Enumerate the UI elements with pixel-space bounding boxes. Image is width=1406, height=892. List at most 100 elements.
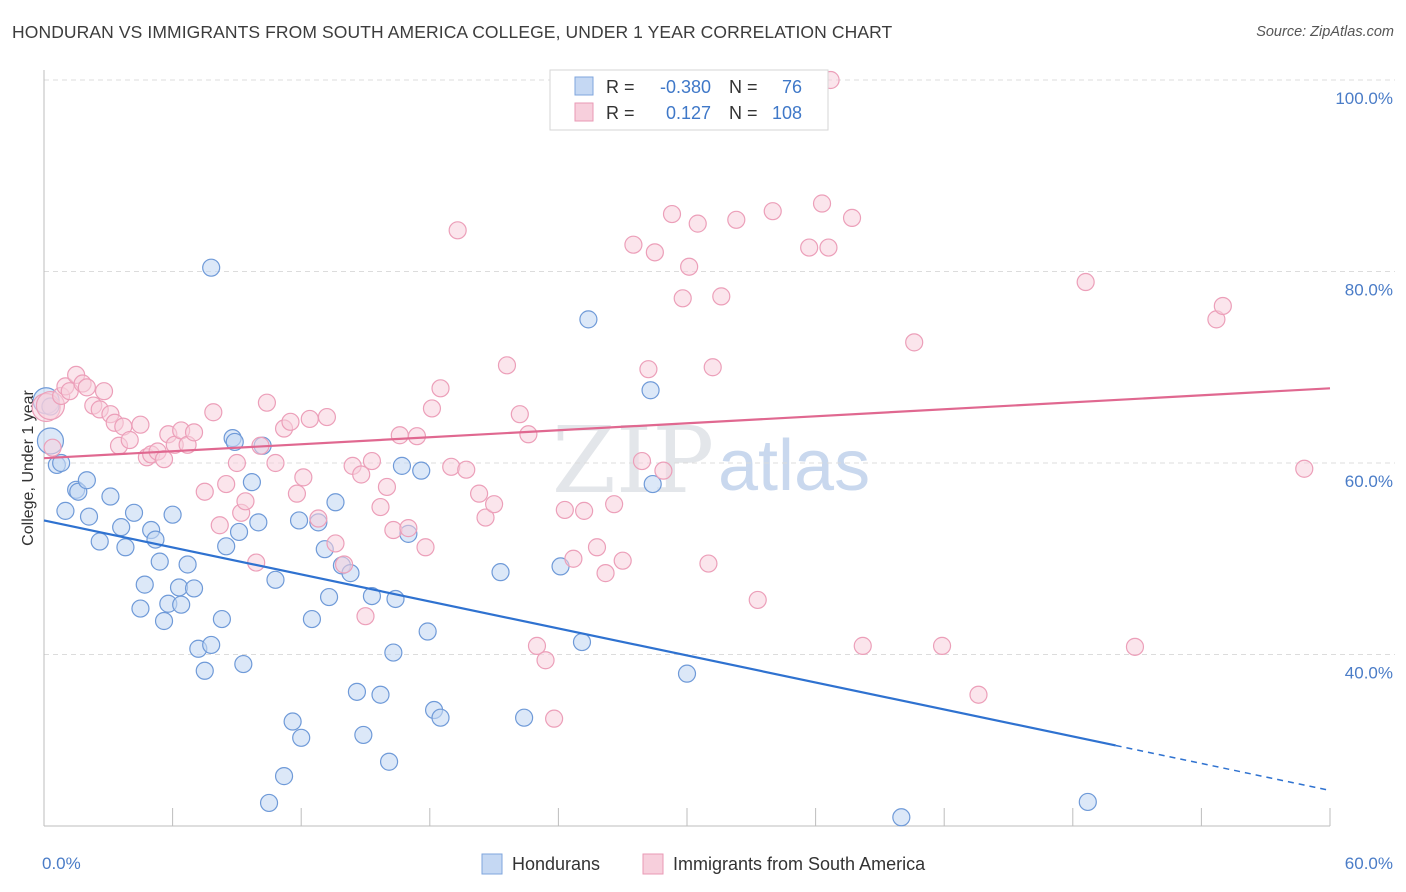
hondurans-point-73 bbox=[1078, 792, 1097, 812]
immigrants-point-95 bbox=[812, 194, 832, 213]
immigrants-point-93 bbox=[763, 202, 782, 221]
hondurans-point-51 bbox=[354, 725, 373, 745]
x-tick-labels: 0.0% 60.0% bbox=[42, 854, 1393, 873]
immigrants-point-46 bbox=[334, 555, 354, 574]
immigrants-point-77 bbox=[605, 495, 624, 514]
immigrants-point-45 bbox=[326, 534, 345, 553]
immigrants-point-60 bbox=[442, 457, 461, 476]
immigrants-point-21 bbox=[154, 450, 174, 469]
immigrants-point-39 bbox=[281, 412, 300, 431]
hondurans-point-10 bbox=[101, 487, 120, 506]
hondurans-point-21 bbox=[163, 505, 182, 524]
legend-n-value-2: 108 bbox=[772, 103, 802, 123]
immigrants-point-36 bbox=[257, 393, 277, 412]
immigrants-point-61 bbox=[448, 221, 467, 240]
immigrants-point-37 bbox=[266, 453, 285, 473]
hondurans-point-64 bbox=[491, 563, 510, 582]
hondurans-point-47 bbox=[326, 493, 345, 512]
legend-n-label-2: N = bbox=[729, 103, 758, 123]
hondurans-point-38 bbox=[266, 570, 285, 589]
immigrants-point-48 bbox=[352, 465, 371, 484]
immigrants-point-52 bbox=[377, 477, 397, 497]
immigrants-point-106 bbox=[1295, 459, 1314, 478]
immigrants-point-70 bbox=[536, 651, 555, 670]
bottom-legend-label-hondurans: Hondurans bbox=[512, 854, 600, 874]
chart-title: HONDURAN VS IMMIGRANTS FROM SOUTH AMERIC… bbox=[12, 22, 893, 42]
immigrants-point-92 bbox=[748, 590, 767, 610]
series-immigrants-points bbox=[31, 70, 1314, 728]
immigrants-point-86 bbox=[680, 257, 699, 276]
immigrants-point-85 bbox=[673, 289, 692, 308]
immigrants-point-94 bbox=[800, 238, 819, 257]
immigrants-point-83 bbox=[654, 461, 673, 480]
hondurans-point-59 bbox=[412, 461, 431, 480]
hondurans-point-33 bbox=[234, 654, 253, 674]
immigrants-point-75 bbox=[587, 538, 607, 557]
y-tick-label-0: 40.0% bbox=[1345, 664, 1393, 683]
bottom-legend-swatch-hondurans bbox=[481, 853, 503, 875]
hondurans-point-13 bbox=[124, 503, 144, 522]
hondurans-point-62 bbox=[431, 708, 450, 727]
hondurans-point-27 bbox=[195, 661, 214, 680]
y-axis-title: College, Under 1 year bbox=[20, 390, 37, 546]
immigrants-point-84 bbox=[662, 204, 682, 224]
hondurans-point-74 bbox=[225, 432, 244, 452]
hondurans-point-29 bbox=[212, 609, 231, 629]
hondurans-point-42 bbox=[292, 728, 311, 747]
immigrants-point-105 bbox=[1213, 296, 1232, 316]
y-tick-label-1: 60.0% bbox=[1345, 472, 1393, 491]
bottom-legend: Hondurans Immigrants from South America bbox=[481, 853, 926, 875]
hondurans-point-40 bbox=[283, 712, 302, 731]
immigrants-point-28 bbox=[204, 403, 223, 422]
immigrants-point-17 bbox=[131, 415, 150, 434]
immigrants-point-49 bbox=[356, 607, 375, 626]
immigrants-point-99 bbox=[905, 333, 924, 352]
immigrants-point-89 bbox=[703, 358, 722, 377]
immigrants-point-56 bbox=[407, 427, 427, 446]
immigrants-point-59 bbox=[431, 379, 450, 398]
immigrants-point-101 bbox=[969, 685, 988, 704]
legend-r-value-2: 0.127 bbox=[666, 103, 711, 123]
watermark: ZIP atlas bbox=[552, 407, 870, 514]
hondurans-point-60 bbox=[418, 622, 437, 641]
immigrants-point-76 bbox=[596, 564, 615, 583]
immigrants-point-78 bbox=[613, 551, 632, 570]
hondurans-point-54 bbox=[379, 752, 399, 771]
immigrants-point-80 bbox=[632, 451, 652, 471]
immigrants-point-57 bbox=[416, 538, 435, 557]
top-legend-box bbox=[549, 69, 829, 131]
hondurans-point-53 bbox=[371, 685, 390, 704]
immigrants-point-79 bbox=[624, 235, 643, 254]
legend-r-value-1: -0.380 bbox=[660, 77, 711, 97]
hondurans-point-23 bbox=[172, 595, 191, 614]
hondurans-point-52 bbox=[362, 586, 382, 606]
immigrants-point-58 bbox=[422, 399, 442, 418]
immigrants-point-102 bbox=[1076, 272, 1095, 292]
hondurans-trend-line bbox=[43, 519, 1116, 747]
immigrants-point-103 bbox=[1125, 637, 1145, 656]
immigrants-point-71 bbox=[545, 709, 564, 728]
source-label: Source: ZipAtlas.com bbox=[1256, 24, 1394, 40]
watermark-atlas: atlas bbox=[718, 426, 870, 506]
immigrants-point-42 bbox=[300, 409, 319, 429]
y-tick-label-3: 100.0% bbox=[1335, 89, 1393, 108]
hondurans-point-65 bbox=[515, 708, 534, 727]
x-tick-label-0: 0.0% bbox=[42, 854, 81, 873]
hondurans-point-3 bbox=[52, 453, 71, 473]
immigrants-point-29 bbox=[210, 516, 229, 535]
legend-swatch-hondurans bbox=[574, 76, 594, 96]
immigrants-point-53 bbox=[384, 520, 403, 540]
immigrants-point-100 bbox=[932, 636, 952, 655]
immigrants-point-27 bbox=[195, 482, 214, 501]
hondurans-point-24 bbox=[178, 555, 197, 574]
hondurans-point-72 bbox=[892, 808, 911, 827]
immigrants-point-31 bbox=[227, 453, 246, 473]
hondurans-point-25 bbox=[184, 579, 204, 598]
hondurans-point-50 bbox=[347, 682, 367, 701]
hondurans-point-68 bbox=[579, 310, 598, 329]
legend-n-value-1: 76 bbox=[782, 77, 802, 97]
hondurans-point-9 bbox=[90, 532, 109, 551]
immigrants-point-26 bbox=[184, 423, 204, 442]
hondurans-point-70 bbox=[643, 474, 662, 494]
immigrants-point-67 bbox=[510, 405, 529, 424]
